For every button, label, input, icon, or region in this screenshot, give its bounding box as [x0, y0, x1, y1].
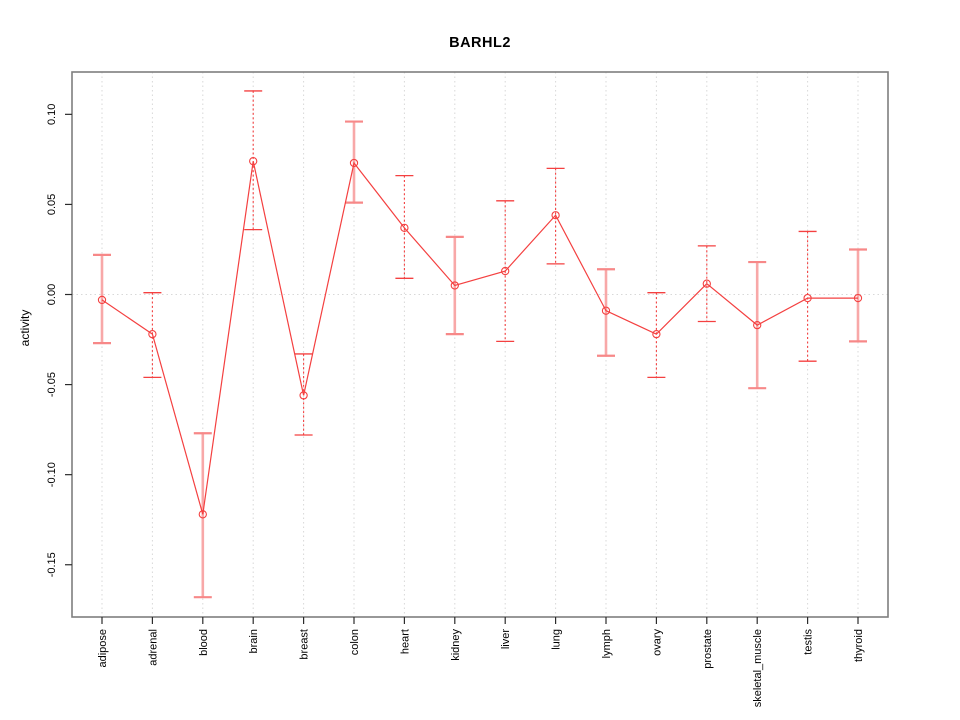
- x-tick-label: breast: [299, 629, 311, 660]
- x-tick-label: prostate: [702, 629, 714, 669]
- data-point-marker: [148, 329, 157, 339]
- y-tick-label: 0.10: [46, 104, 58, 125]
- x-tick-label: lymph: [601, 629, 613, 658]
- y-tick-label: 0.00: [46, 284, 58, 305]
- x-tick-label: liver: [500, 629, 512, 650]
- y-tick-label: -0.10: [46, 462, 58, 487]
- chart-title: BARHL2: [449, 35, 511, 51]
- y-tick-label: 0.05: [46, 194, 58, 215]
- data-point-marker: [551, 211, 560, 220]
- data-point-marker: [299, 391, 308, 400]
- x-tick-label: colon: [349, 629, 361, 655]
- x-tick-label: brain: [248, 629, 260, 653]
- data-point-marker: [652, 329, 661, 339]
- x-tick-label: adrenal: [147, 629, 159, 666]
- data-point-marker: [501, 266, 510, 276]
- data-point-marker: [400, 223, 409, 232]
- data-point-marker: [450, 281, 459, 290]
- y-tick-label: -0.15: [46, 552, 58, 577]
- plot-frame: [71, 71, 889, 618]
- data-point-marker: [198, 510, 207, 519]
- data-point-marker: [803, 293, 812, 303]
- data-point-marker: [601, 306, 611, 315]
- data-point-marker: [702, 279, 711, 288]
- x-tick-label: skeletal_muscle: [752, 629, 764, 707]
- data-point-marker: [853, 293, 863, 303]
- data-point-marker: [753, 320, 762, 330]
- x-tick-label: lung: [551, 629, 563, 650]
- x-tick-label: kidney: [450, 629, 462, 661]
- x-tick-label: ovary: [651, 629, 663, 656]
- x-tick-label: testis: [803, 629, 815, 655]
- y-tick-label: -0.05: [46, 372, 58, 397]
- data-point-marker: [349, 158, 359, 168]
- data-point-marker: [249, 157, 258, 166]
- x-tick-label: blood: [198, 629, 210, 656]
- x-tick-label: adipose: [97, 629, 109, 668]
- series-line: [101, 161, 858, 515]
- x-tick-label: heart: [399, 629, 411, 654]
- data-point-marker: [97, 295, 107, 305]
- x-tick-label: thyroid: [853, 629, 865, 662]
